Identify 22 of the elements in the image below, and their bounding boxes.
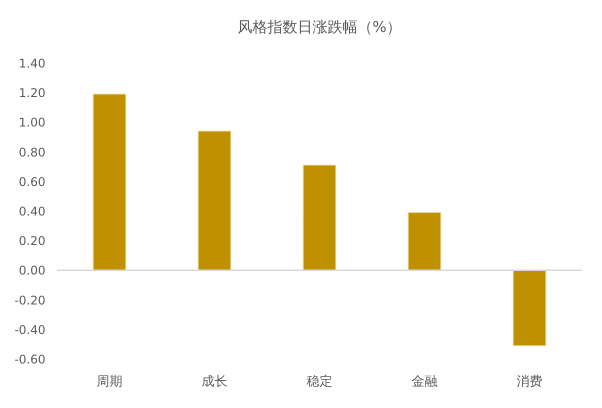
- bar: [302, 164, 336, 271]
- bar: [408, 212, 442, 271]
- y-tick-label: 1.00: [18, 116, 46, 130]
- x-tick-label: 成长: [202, 374, 228, 390]
- y-tick-label: 0.40: [18, 204, 46, 218]
- y-tick-label: 0.80: [18, 145, 46, 160]
- y-tick-label: -0.40: [14, 322, 46, 337]
- bar: [92, 94, 126, 271]
- bar: [198, 130, 232, 271]
- y-tick-label: 1.20: [18, 86, 46, 100]
- y-tick-label: 0.20: [18, 234, 46, 248]
- x-tick-label: 消费: [516, 374, 542, 390]
- x-tick-label: 金融: [412, 374, 438, 390]
- y-tick-label: 1.40: [18, 56, 46, 70]
- x-tick-label: 稳定: [306, 374, 332, 390]
- y-tick-label: 0.60: [18, 174, 46, 189]
- y-tick-label: -0.20: [14, 293, 46, 308]
- bar: [512, 270, 546, 346]
- y-tick-label: 0.00: [18, 264, 46, 278]
- x-tick-label: 周期: [96, 374, 122, 390]
- chart-title: 风格指数日涨跌幅（%）: [237, 18, 402, 36]
- y-tick-label: -0.60: [14, 352, 46, 366]
